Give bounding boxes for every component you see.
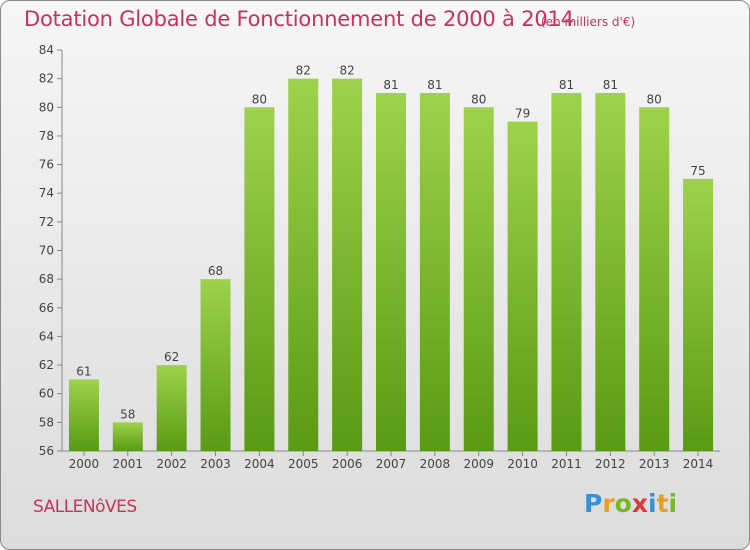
data-label-2003: 68 (208, 264, 223, 278)
x-tick-label: 2005 (288, 457, 319, 471)
bar-2002 (156, 365, 187, 451)
x-tick-label: 2013 (639, 457, 670, 471)
x-tick-label: 2000 (69, 457, 100, 471)
data-label-2002: 62 (164, 350, 179, 364)
bar-2009 (463, 107, 494, 452)
data-label-2006: 82 (339, 64, 354, 78)
data-label-2001: 58 (120, 407, 135, 421)
x-tick-label: 2009 (463, 457, 494, 471)
y-tick-label: 72 (39, 215, 54, 229)
x-tick-label: 2014 (683, 457, 714, 471)
bar-2004 (244, 107, 275, 452)
bar-2006 (332, 78, 363, 452)
y-tick-label: 84 (39, 43, 54, 57)
y-tick-label: 78 (39, 129, 54, 143)
x-tick-label: 2004 (244, 457, 275, 471)
x-tick-label: 2002 (156, 457, 187, 471)
x-tick-label: 2008 (420, 457, 451, 471)
data-label-2010: 79 (515, 107, 530, 121)
bar-2014 (683, 178, 714, 451)
bar-2011 (551, 92, 582, 451)
data-label-2014: 75 (690, 164, 705, 178)
logo-letter: r (602, 489, 615, 518)
bar-2005 (288, 78, 319, 452)
bar-2007 (376, 92, 406, 451)
data-label-2009: 80 (471, 92, 486, 106)
bar-2001 (112, 422, 143, 451)
data-label-2005: 82 (296, 64, 311, 78)
data-label-2007: 81 (383, 78, 398, 92)
data-labels-group: 61 58 62 68 80 82 82 81 81 80 79 81 81 80 75 (76, 64, 705, 422)
bar-2012 (595, 92, 626, 451)
logo-letter: o (614, 489, 632, 518)
y-tick-label: 74 (39, 186, 54, 200)
y-tick-label: 64 (39, 329, 54, 343)
logo-letter: t (656, 489, 669, 518)
data-label-2008: 81 (427, 78, 442, 92)
proxiti-logo[interactable]: Proxiti (584, 489, 677, 518)
bar-2000 (68, 379, 99, 451)
bar-2003 (200, 279, 231, 451)
logo-letter: P (584, 489, 603, 518)
x-tick-label: 2010 (507, 457, 538, 471)
y-tick-label: 70 (39, 244, 54, 258)
y-tick-label: 62 (39, 358, 54, 372)
x-tick-label: 2007 (376, 457, 407, 471)
y-tick-label: 80 (39, 100, 54, 114)
y-tick-label: 68 (39, 272, 54, 286)
logo-letter: i (648, 489, 657, 518)
y-tick-label: 66 (39, 301, 54, 315)
data-label-2000: 61 (76, 364, 91, 378)
y-tick-label: 76 (39, 158, 54, 172)
x-tick-label: 2001 (113, 457, 144, 471)
y-tick-label: 58 (39, 415, 54, 429)
data-label-2011: 81 (559, 78, 574, 92)
bar-2010 (507, 121, 538, 451)
chart-unit: (en milliers d'€) (541, 15, 636, 29)
logo-letter: i (668, 489, 678, 518)
x-tick-label: 2003 (200, 457, 231, 471)
logo-letter: x (631, 489, 648, 518)
y-tick-label: 82 (39, 72, 54, 86)
data-label-2004: 80 (252, 92, 267, 106)
chart-title: Dotation Globale de Fonctionnement de 20… (24, 7, 574, 31)
bar-2008 (419, 92, 450, 451)
data-label-2013: 80 (647, 92, 662, 106)
x-tick-label: 2011 (551, 457, 582, 471)
y-tick-label: 60 (39, 387, 54, 401)
y-tick-label: 56 (39, 444, 54, 458)
bars-group (68, 78, 714, 452)
x-tick-label: 2006 (332, 457, 363, 471)
bar-2013 (639, 107, 670, 452)
data-label-2012: 81 (603, 78, 618, 92)
x-tick-label: 2012 (595, 457, 626, 471)
commune-name: SALLENôVES (33, 497, 137, 517)
